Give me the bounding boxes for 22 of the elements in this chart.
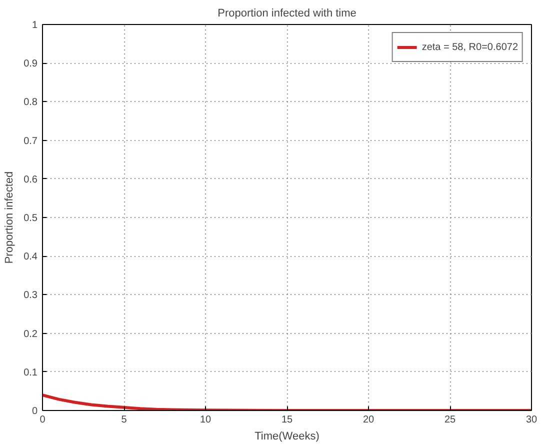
x-tick-label: 10 [200,414,212,426]
y-tick-label: 0.8 [24,97,38,108]
y-tick-label: 0 [32,406,38,417]
y-tick-label: 0.7 [24,136,38,147]
x-tick-label: 25 [444,414,456,426]
y-tick-label: 0.4 [24,252,38,263]
x-tick-label: 20 [362,414,374,426]
x-tick-label: 30 [526,414,538,426]
y-tick-label: 0.2 [24,328,38,340]
chart-title: Proportion infected with time [218,8,356,20]
x-axis-title: Time(Weeks) [254,430,320,442]
y-tick-label: 0.9 [24,58,38,70]
x-tick-label: 15 [281,414,293,426]
y-tick-label: 1 [32,20,38,31]
x-tick-label: 0 [40,414,46,426]
y-tick-label: 0.3 [24,290,38,302]
y-axis-title: Proportion infected [4,171,16,264]
y-tick-label: 0.5 [24,213,38,224]
y-tick-label: 0.1 [24,367,38,378]
x-tick-label: 5 [121,414,128,426]
y-tick-label: 0.6 [24,174,38,186]
legend-label: zeta = 58, R0=0.6072 [422,42,518,52]
